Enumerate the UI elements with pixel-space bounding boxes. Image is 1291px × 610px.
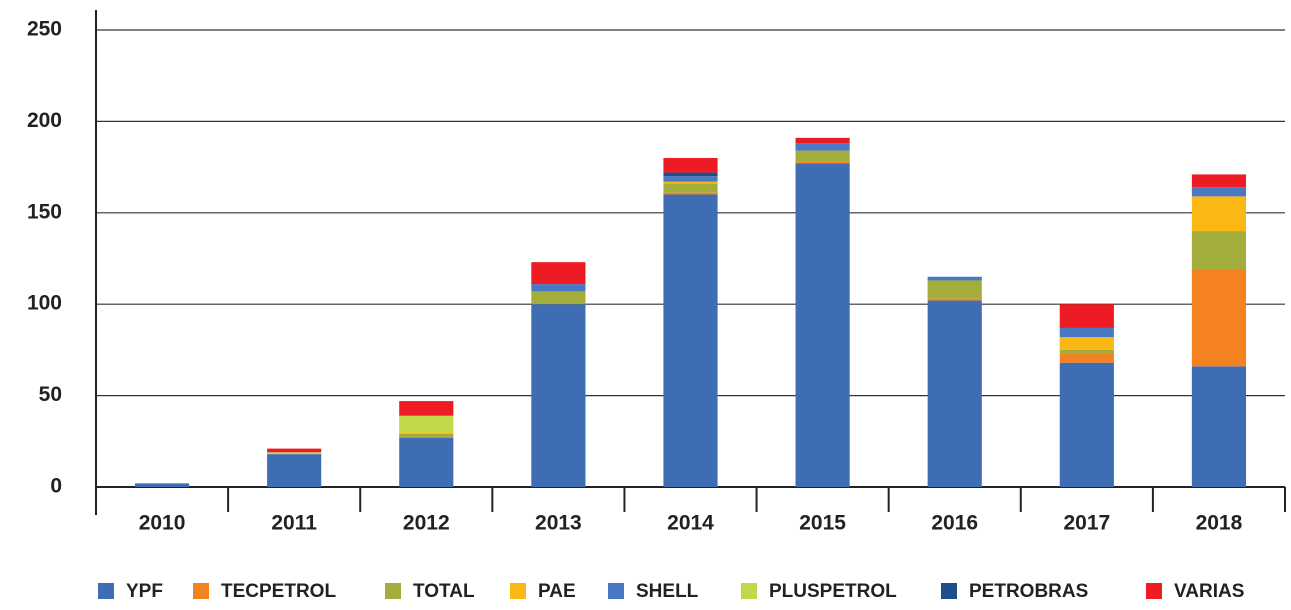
bar-segment [927, 298, 982, 301]
bar-segment [1191, 366, 1247, 487]
bar-segment [663, 183, 718, 193]
legend-label: PAE [538, 581, 576, 602]
x-tick-label: 2015 [799, 512, 846, 535]
bar-segment [1059, 353, 1114, 363]
legend-label: TECPETROL [221, 581, 336, 602]
x-tick-label: 2014 [667, 512, 714, 535]
legend-swatch [193, 583, 209, 599]
bar-segment [531, 284, 586, 292]
legend-label: PLUSPETROL [769, 581, 897, 602]
bar-segment [927, 276, 982, 281]
legend-label: TOTAL [413, 581, 475, 602]
bar-segment [1059, 349, 1114, 354]
legend-label: YPF [126, 581, 163, 602]
x-tick-label: 2011 [271, 512, 317, 535]
legend-swatch [741, 583, 757, 599]
y-tick-label: 250 [27, 18, 62, 41]
y-tick-label: 100 [27, 292, 62, 315]
legend-swatch [1146, 583, 1162, 599]
bar-segment [267, 448, 322, 453]
bar-segment [399, 401, 454, 416]
legend-label: SHELL [636, 581, 699, 602]
bar-segment [1059, 304, 1114, 328]
bar-segment [399, 415, 454, 433]
y-tick-label: 150 [27, 200, 62, 223]
bar-segment [795, 137, 850, 144]
bar-segment [1059, 337, 1114, 350]
bar-segment [663, 157, 718, 173]
x-tick-label: 2018 [1196, 512, 1243, 535]
x-tick-label: 2017 [1063, 512, 1110, 535]
x-tick-label: 2013 [535, 512, 582, 535]
bar-segment [1059, 327, 1114, 338]
legend-swatch [941, 583, 957, 599]
bar-segment [927, 280, 982, 299]
legend-swatch [608, 583, 624, 599]
bar-segment [399, 432, 454, 434]
bar-segment [267, 454, 322, 487]
legend-swatch [385, 583, 401, 599]
bar-segment [663, 176, 718, 182]
bar-segment [1191, 187, 1247, 197]
bar-segment [795, 161, 850, 164]
legend-label: VARIAS [1174, 581, 1244, 602]
x-tick-label: 2012 [403, 512, 450, 535]
bar-segment [795, 163, 850, 487]
bar-segment [531, 262, 586, 285]
bar-segment [663, 181, 718, 184]
bar-segment [795, 143, 850, 151]
bar-segment [531, 291, 586, 305]
bar-segment [399, 437, 454, 487]
legend-swatch [510, 583, 526, 599]
bar-segment [399, 433, 454, 438]
bar-segment [1191, 196, 1247, 232]
y-tick-label: 200 [27, 109, 62, 132]
bar-segment [795, 150, 850, 162]
bar-segment [1191, 231, 1247, 270]
bar-segment [1191, 269, 1247, 367]
x-tick-label: 2016 [931, 512, 978, 535]
bar-segment [927, 300, 982, 487]
bar-segment [1191, 174, 1247, 188]
bar-segment [663, 194, 718, 487]
legend-swatch [98, 583, 114, 599]
bar-segment [531, 304, 586, 487]
bar-segment [134, 483, 190, 487]
bar-segment [663, 192, 718, 195]
y-tick-label: 0 [50, 475, 62, 498]
bar-segment [1059, 362, 1114, 487]
legend-label: PETROBRAS [969, 581, 1088, 602]
bar-segment [663, 172, 718, 177]
x-tick-label: 2010 [139, 512, 186, 535]
y-tick-label: 50 [39, 383, 62, 406]
bar-segment [267, 452, 322, 455]
